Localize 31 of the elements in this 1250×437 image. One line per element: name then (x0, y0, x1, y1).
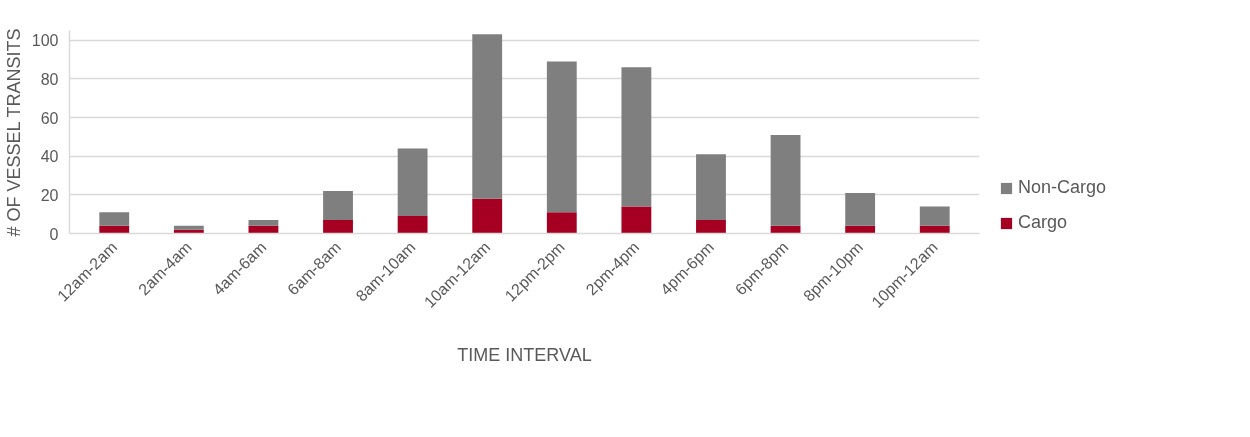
bar (397, 216, 428, 234)
bar (173, 225, 204, 230)
bar (397, 148, 428, 217)
bar (546, 61, 577, 213)
y-tick-label: 60 (40, 109, 59, 127)
y-tick-label: 80 (40, 70, 59, 88)
bar (845, 192, 876, 226)
bar (472, 34, 503, 199)
legend-label: Non-Cargo (1018, 177, 1107, 198)
bar (323, 219, 353, 234)
y-tick-label: 0 (49, 225, 59, 243)
y-tick-label: 20 (40, 186, 59, 204)
bar (919, 206, 950, 226)
y-tick-label: 40 (40, 148, 59, 166)
bar (621, 67, 652, 207)
y-tick-label: 100 (31, 32, 59, 50)
bar (919, 225, 950, 234)
bar (845, 225, 876, 234)
bar (248, 219, 279, 226)
y-axis-title: # OF VESSEL TRANSITS (3, 28, 24, 237)
legend-label: Cargo (1018, 212, 1068, 233)
bar (621, 206, 652, 234)
bar (99, 212, 130, 226)
bar (323, 190, 353, 220)
bar (99, 225, 130, 234)
bar (770, 134, 801, 226)
bar (472, 198, 503, 234)
x-axis-title: TIME INTERVAL (457, 344, 592, 365)
bar (546, 212, 577, 234)
bar (696, 154, 726, 220)
bar (696, 219, 726, 234)
